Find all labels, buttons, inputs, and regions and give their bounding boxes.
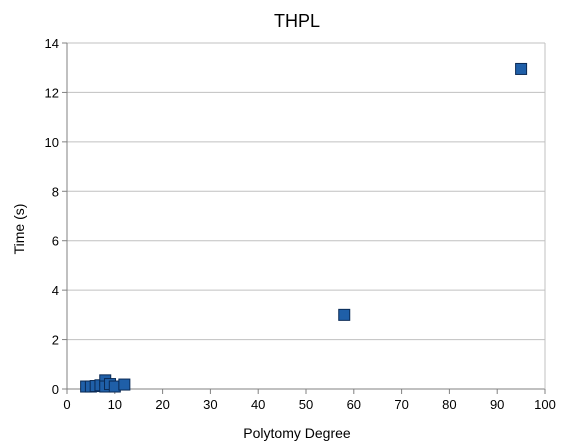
y-axis-title: Time (s) (11, 204, 27, 255)
x-tick-label-50: 50 (299, 397, 313, 412)
y-tick-label-12: 12 (45, 85, 59, 100)
x-axis-title: Polytomy Degree (243, 425, 351, 441)
x-tick-label-40: 40 (251, 397, 265, 412)
x-tick-label-80: 80 (442, 397, 456, 412)
y-tick-label-4: 4 (52, 283, 59, 298)
grid-lines (67, 42, 545, 341)
y-tick-label-2: 2 (52, 333, 59, 348)
y-tick-label-0: 0 (52, 382, 59, 397)
data-points (80, 62, 528, 393)
x-tick-label-10: 10 (108, 397, 122, 412)
y-tick-label-8: 8 (52, 184, 59, 199)
data-point-0-8 (118, 378, 131, 391)
y-tick-label-6: 6 (52, 234, 59, 249)
x-tick-label-70: 70 (394, 397, 408, 412)
x-tick-label-90: 90 (490, 397, 504, 412)
y-tick-label-14: 14 (45, 36, 59, 51)
y-tick-labels: 0 2 4 6 8 10 12 14 (45, 36, 59, 397)
data-point-0-9 (338, 308, 351, 321)
y-tick-label-10: 10 (45, 135, 59, 150)
data-point-0-10 (515, 62, 528, 75)
x-tick-label-60: 60 (347, 397, 361, 412)
x-tick-label-30: 30 (203, 397, 217, 412)
x-tick-labels: 0 10 20 30 40 50 60 70 80 90 100 (63, 397, 555, 412)
x-tick-label-0: 0 (63, 397, 70, 412)
chart-title: THPL (274, 11, 320, 31)
x-tick-label-20: 20 (155, 397, 169, 412)
x-tick-label-100: 100 (534, 397, 556, 412)
axes (62, 42, 546, 394)
